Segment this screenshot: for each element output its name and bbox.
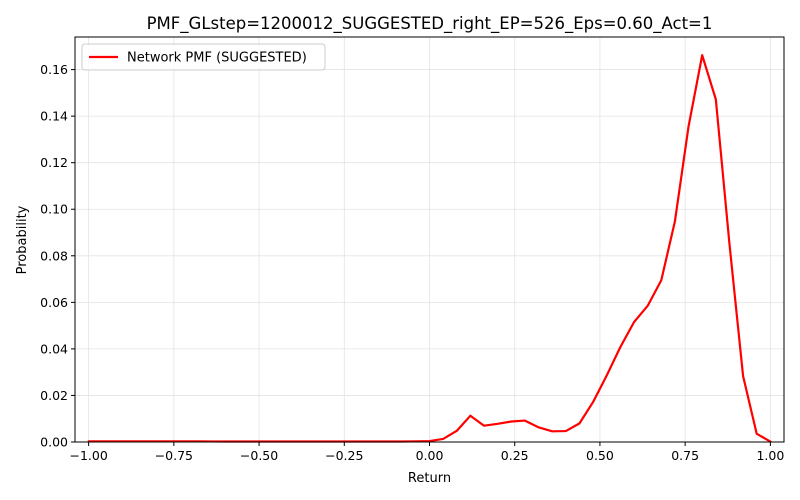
x-tick-label: 0.75 [671,448,699,463]
x-tick-label: 1.00 [756,448,784,463]
y-tick-label: 0.04 [40,341,68,356]
x-axis-label: Return [408,471,451,486]
x-tick-label: −1.00 [69,448,107,463]
x-tick-label: 0.50 [586,448,614,463]
y-tick-label: 0.14 [40,109,68,124]
series-line [87,54,772,443]
legend-frame [81,43,326,71]
y-tick-label: 0.10 [40,202,68,217]
x-tick-label: −0.25 [325,448,363,463]
x-tick-label: 0.25 [501,448,529,463]
x-tick-label: −0.75 [155,448,193,463]
series-layer [87,54,772,443]
chart-title: PMF_GLstep=1200012_SUGGESTED_right_EP=52… [147,14,713,34]
y-tick-label: 0.02 [40,388,68,403]
x-axis: −1.00 −0.75 −0.50 −0.25 0.00 0.25 0.50 0.75 1.00 [69,442,784,463]
y-tick-label: 0.16 [40,62,68,77]
y-tick-label: 0.12 [40,155,68,170]
y-tick-label: 0.08 [40,248,68,263]
y-axis: 0.00 0.02 0.04 0.06 0.08 0.10 0.12 0.14 0.16 [40,62,75,450]
legend-entry-label: Network PMF (SUGGESTED) [127,51,307,66]
y-tick-label: 0.06 [40,295,68,310]
legend: Network PMF (SUGGESTED) [81,43,326,71]
x-tick-label: −0.50 [240,448,278,463]
y-axis-label: Probability [15,205,30,274]
y-tick-label: 0.00 [40,435,68,450]
x-tick-label: 0.00 [416,448,444,463]
